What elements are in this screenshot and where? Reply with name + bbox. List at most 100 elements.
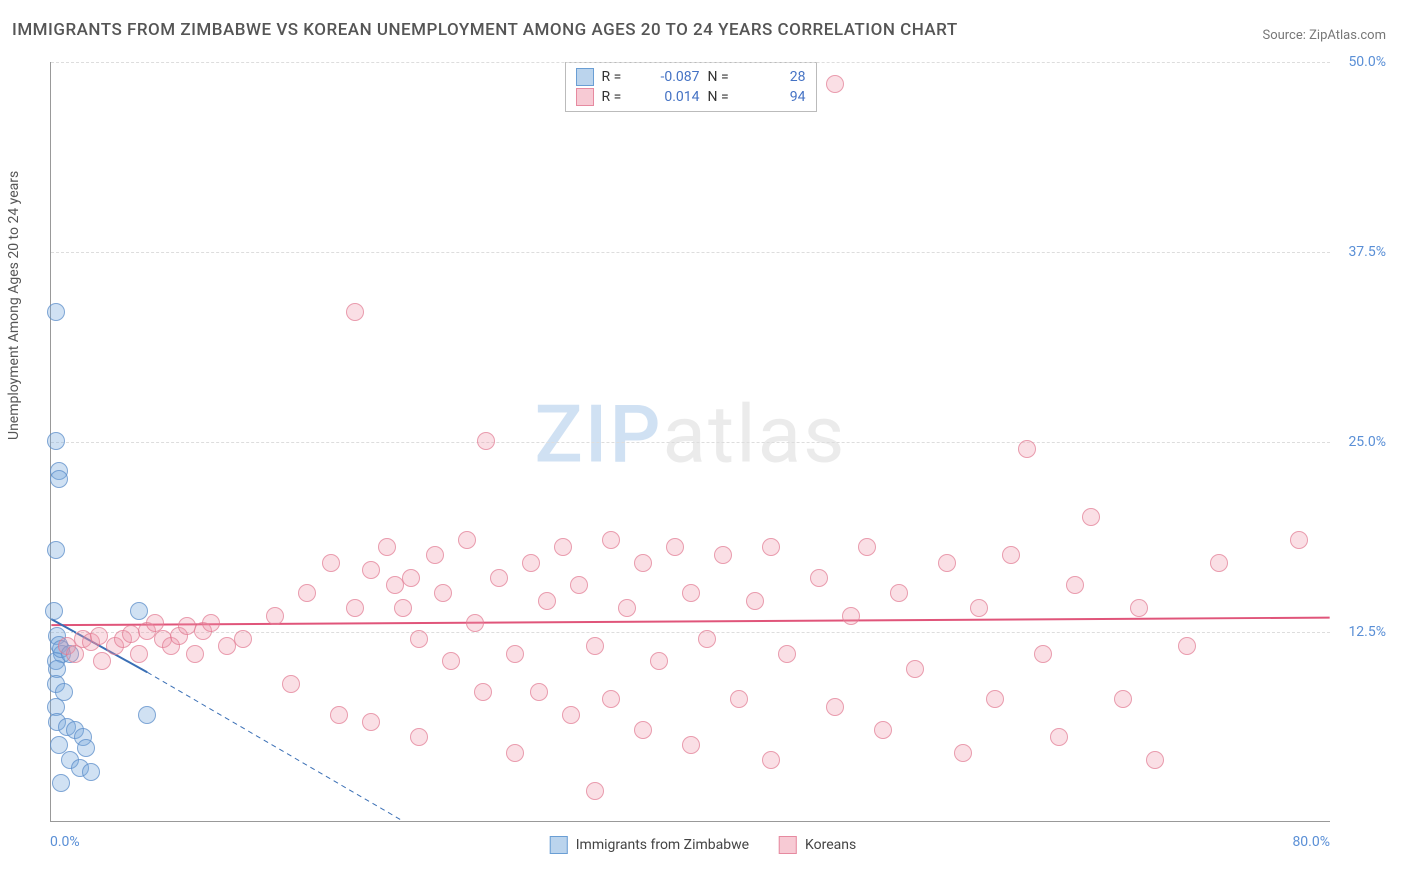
data-point [954, 744, 972, 762]
data-point [394, 599, 412, 617]
legend-label-koreans: Koreans [805, 837, 856, 853]
y-axis-tick: 50.0% [1348, 54, 1386, 70]
data-point [477, 432, 495, 450]
data-point [1210, 554, 1228, 572]
data-point [466, 614, 484, 632]
data-point [826, 75, 844, 93]
data-point [562, 706, 580, 724]
data-point [602, 531, 620, 549]
gridline [51, 62, 1330, 63]
legend-item-koreans: Koreans [779, 836, 856, 854]
data-point [402, 569, 420, 587]
data-point [986, 690, 1004, 708]
data-point [762, 538, 780, 556]
x-axis-tick-min: 0.0% [50, 834, 80, 850]
data-point [47, 432, 65, 450]
data-point [746, 592, 764, 610]
data-point [93, 652, 111, 670]
data-point [130, 645, 148, 663]
data-point [554, 538, 572, 556]
gridline [51, 252, 1330, 253]
data-point [970, 599, 988, 617]
data-point [650, 652, 668, 670]
data-point [410, 728, 428, 746]
data-point [138, 706, 156, 724]
data-point [186, 645, 204, 663]
data-point [50, 470, 68, 488]
data-point [778, 645, 796, 663]
data-point [666, 538, 684, 556]
data-point [586, 782, 604, 800]
data-point [45, 602, 63, 620]
data-point [282, 675, 300, 693]
data-point [490, 569, 508, 587]
y-axis-tick: 12.5% [1348, 624, 1386, 640]
data-point [346, 599, 364, 617]
data-point [1290, 531, 1308, 549]
legend-label-zimbabwe: Immigrants from Zimbabwe [576, 837, 749, 853]
y-axis-label: Unemployment Among Ages 20 to 24 years [6, 171, 22, 440]
source-prefix: Source: [1262, 28, 1309, 43]
data-point [874, 721, 892, 739]
data-point [1002, 546, 1020, 564]
data-point [682, 736, 700, 754]
data-point [602, 690, 620, 708]
trend-line [51, 618, 1329, 626]
data-point [298, 584, 316, 602]
data-point [378, 538, 396, 556]
series-legend: Immigrants from Zimbabwe Koreans [550, 836, 857, 854]
swatch-blue-icon [550, 836, 568, 854]
data-point [322, 554, 340, 572]
y-axis-tick: 37.5% [1348, 244, 1386, 260]
swatch-pink-icon [779, 836, 797, 854]
data-point [1018, 440, 1036, 458]
x-axis-tick-max: 80.0% [1292, 834, 1330, 850]
data-point [826, 698, 844, 716]
data-point [52, 774, 70, 792]
data-point [538, 592, 556, 610]
data-point [474, 683, 492, 701]
data-point [77, 739, 95, 757]
data-point [842, 607, 860, 625]
data-point [1034, 645, 1052, 663]
data-point [426, 546, 444, 564]
data-point [1050, 728, 1068, 746]
data-point [890, 584, 908, 602]
chart-plot-area: ZIPatlas R = -0.087 N = 28 R = 0.014 N =… [50, 62, 1330, 822]
data-point [90, 627, 108, 645]
data-point [506, 645, 524, 663]
data-point [1178, 637, 1196, 655]
data-point [530, 683, 548, 701]
data-point [906, 660, 924, 678]
chart-title: IMMIGRANTS FROM ZIMBABWE VS KOREAN UNEMP… [12, 20, 958, 40]
data-point [362, 713, 380, 731]
data-point [618, 599, 636, 617]
data-point [714, 546, 732, 564]
data-point [202, 614, 220, 632]
legend-item-zimbabwe: Immigrants from Zimbabwe [550, 836, 749, 854]
data-point [47, 541, 65, 559]
data-point [634, 721, 652, 739]
data-point [506, 744, 524, 762]
data-point [634, 554, 652, 572]
data-point [698, 630, 716, 648]
data-point [1130, 599, 1148, 617]
data-point [458, 531, 476, 549]
data-point [82, 763, 100, 781]
data-point [682, 584, 700, 602]
data-point [570, 576, 588, 594]
data-point [130, 602, 148, 620]
data-point [810, 569, 828, 587]
data-point [730, 690, 748, 708]
data-point [410, 630, 428, 648]
y-axis-tick: 25.0% [1348, 434, 1386, 450]
data-point [442, 652, 460, 670]
data-point [47, 303, 65, 321]
data-point [346, 303, 364, 321]
source-name: ZipAtlas.com [1309, 28, 1386, 43]
data-point [586, 637, 604, 655]
data-point [1114, 690, 1132, 708]
data-point [762, 751, 780, 769]
data-point [330, 706, 348, 724]
data-point [266, 607, 284, 625]
